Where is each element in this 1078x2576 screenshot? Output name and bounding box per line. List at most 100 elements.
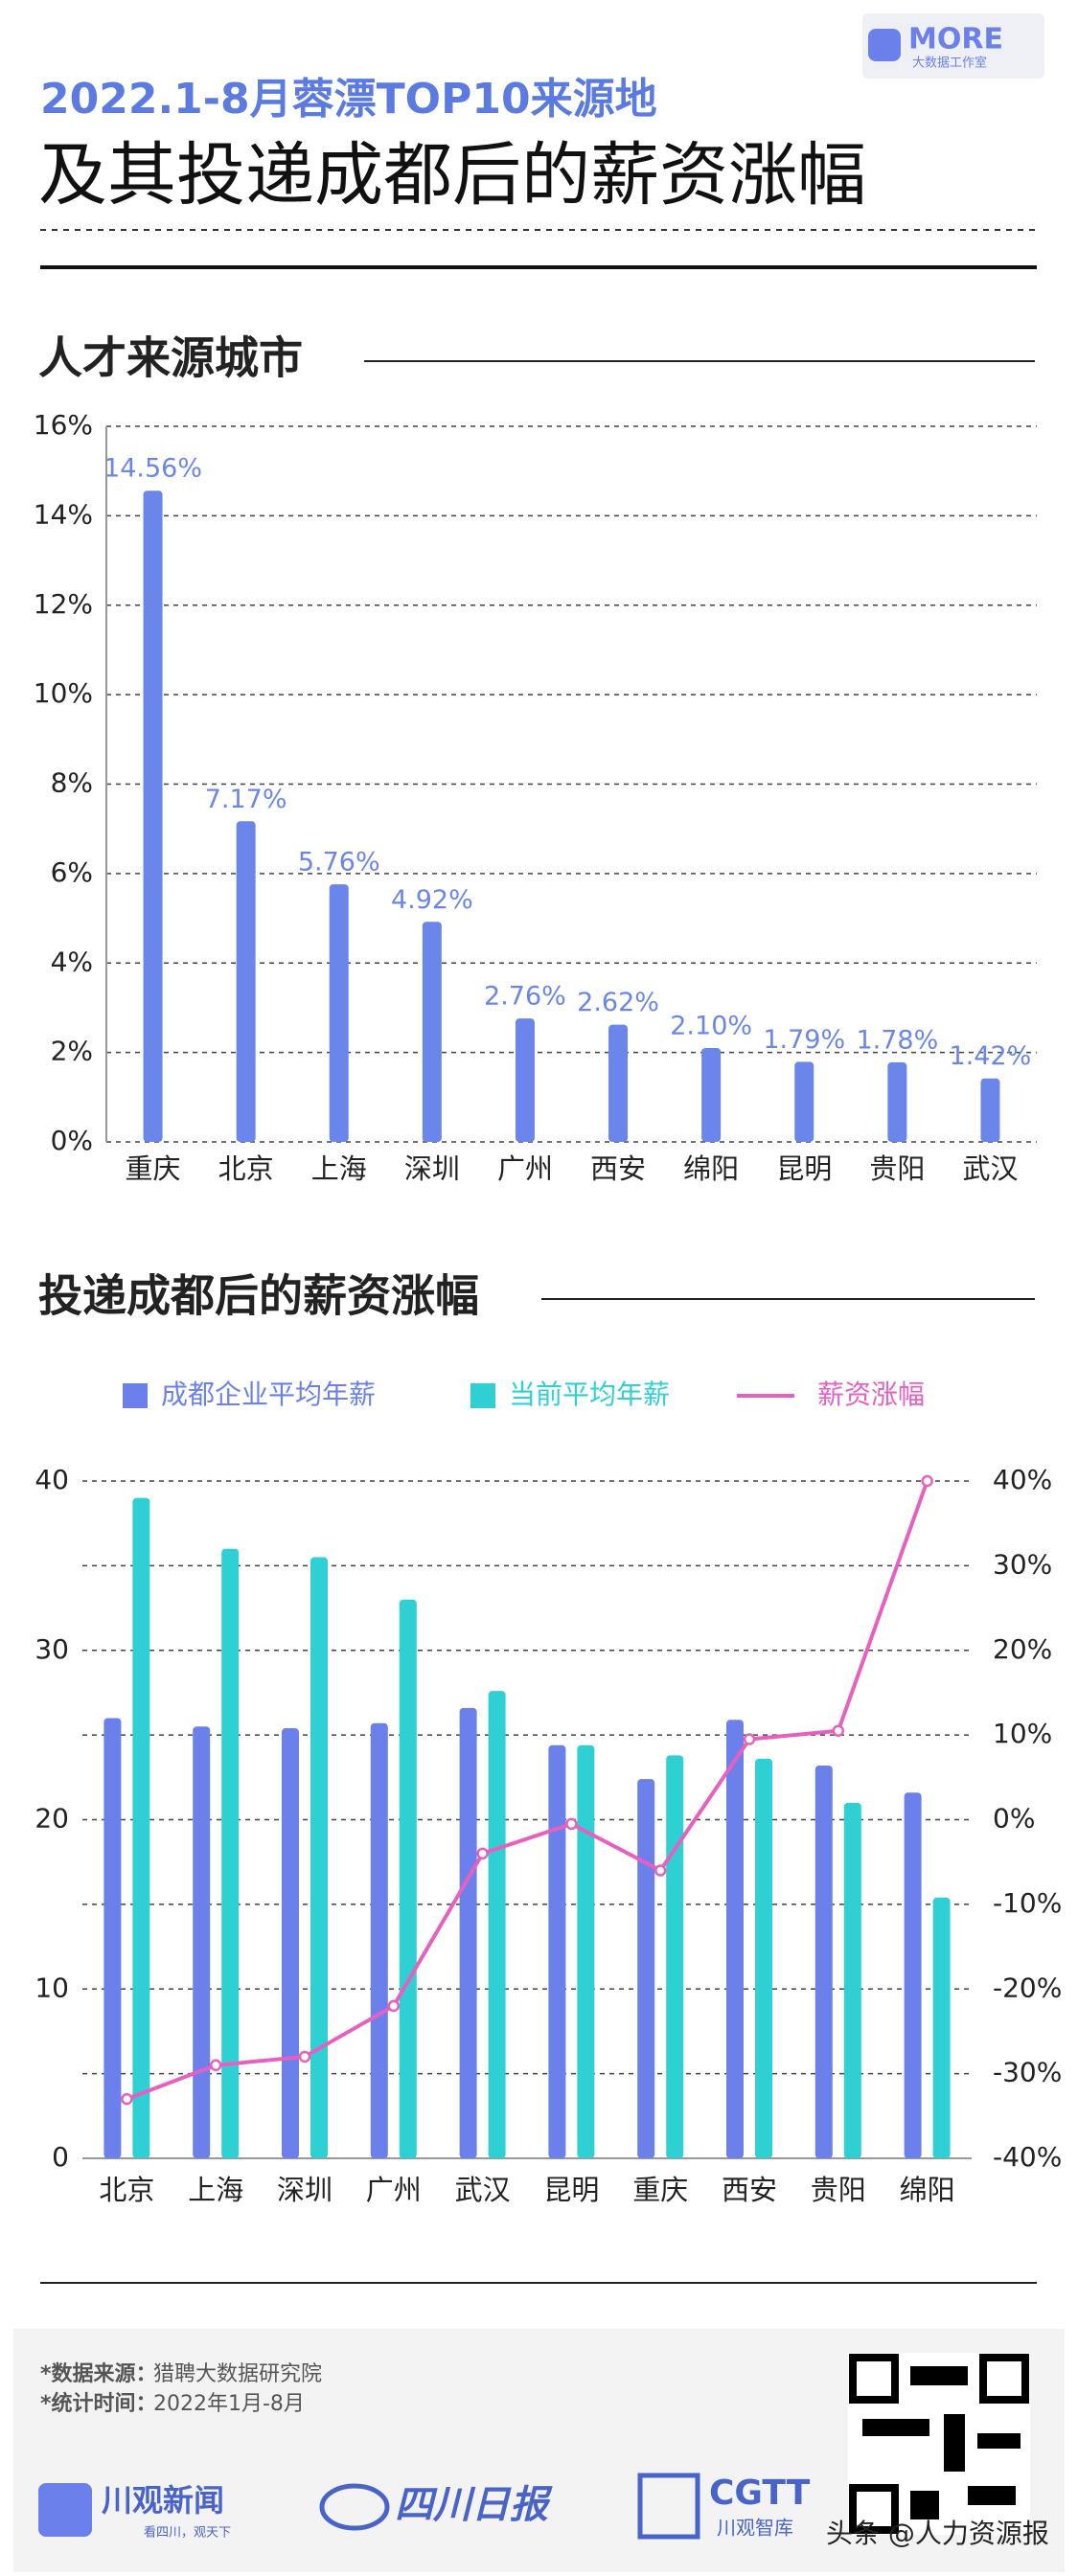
x-tick-label: 深圳	[277, 2174, 333, 2206]
bar	[422, 922, 442, 1142]
y-tick-label: 10%	[34, 677, 93, 709]
x-tick-label: 广州	[497, 1152, 553, 1185]
y2-tick-label: 40%	[993, 1464, 1052, 1495]
y2-tick-label: 0%	[993, 1803, 1035, 1835]
x-tick-label: 昆明	[776, 1152, 832, 1185]
value-label: 1.78%	[856, 1025, 938, 1055]
bar	[887, 1061, 907, 1142]
x-tick-label: 昆明	[543, 2174, 599, 2206]
watermark: 头条 @人力资源报	[826, 2518, 1049, 2549]
x-tick-label: 深圳	[404, 1152, 460, 1185]
line	[126, 1480, 929, 2102]
logo: 四川日报	[395, 2483, 553, 2527]
x-tick-label: 广州	[366, 2174, 422, 2206]
source-label: *数据来源：	[40, 2361, 157, 2386]
line-point	[298, 2050, 311, 2063]
y2-tick-label: 30%	[993, 1548, 1052, 1580]
y-tick-label: 6%	[51, 856, 93, 888]
y2-tick-label: 10%	[993, 1718, 1052, 1749]
bar	[794, 1061, 814, 1142]
bar	[193, 1726, 211, 2158]
y-tick-label: 0%	[51, 1125, 93, 1156]
logo-icon	[868, 29, 901, 61]
x-tick-label: 绵阳	[900, 2174, 955, 2206]
bar	[904, 1792, 922, 2158]
y-tick-label: 14%	[34, 498, 93, 530]
value-label: 1.42%	[950, 1041, 1032, 1071]
line-point	[921, 1474, 933, 1488]
x-tick-label: 北京	[218, 1152, 274, 1185]
bar	[755, 1758, 772, 2158]
x-tick-label: 上海	[311, 1152, 367, 1185]
x-tick-label: 上海	[188, 2174, 243, 2206]
x-tick-label: 武汉	[455, 2174, 511, 2206]
y-tick-label: 4%	[51, 946, 93, 977]
line-point	[832, 1724, 845, 1737]
value-label: 2.62%	[577, 988, 659, 1017]
x-tick-label: 西安	[722, 2174, 777, 2206]
legend-swatch	[470, 1383, 495, 1408]
bar	[282, 1728, 299, 2158]
logo-icon	[319, 2483, 390, 2531]
logo-icon	[38, 2483, 92, 2537]
title-line2: 及其投递成都后的薪资涨幅	[38, 135, 866, 216]
bar	[515, 1018, 535, 1142]
bar	[843, 1802, 861, 2158]
bar	[236, 821, 256, 1142]
bar	[814, 1765, 833, 2158]
line-point	[565, 1817, 578, 1831]
bar	[637, 1779, 655, 2158]
qr-code	[848, 2353, 1030, 2535]
line-point	[209, 2059, 222, 2072]
logo-sub: 川观智库	[717, 2517, 793, 2540]
y-tick-label: 12%	[34, 588, 93, 620]
bar	[666, 1755, 684, 2158]
line-point	[476, 1847, 489, 1860]
x-tick-label: 武汉	[962, 1152, 1018, 1185]
logo: 川观新闻	[102, 2482, 224, 2519]
line-point	[743, 1733, 756, 1745]
section-title: 人才来源城市	[38, 332, 303, 384]
bar	[399, 1599, 417, 2158]
line-point	[387, 1999, 401, 2013]
bar	[310, 1557, 328, 2158]
time: 2022年1月-8月	[153, 2392, 305, 2416]
y2-tick-label: -30%	[993, 2057, 1062, 2088]
value-label: 4.92%	[391, 885, 473, 915]
x-tick-label: 重庆	[126, 1152, 181, 1185]
bar	[103, 1718, 122, 2158]
legend-label: 成都企业平均年薪	[161, 1379, 376, 1410]
y-tick-label: 20	[34, 1803, 69, 1835]
time-label: *统计时间：	[40, 2391, 157, 2416]
title-line1: 2022.1-8月蓉漂TOP10来源地	[40, 75, 657, 124]
line-point	[654, 1864, 667, 1877]
y-tick-label: 10	[34, 1972, 69, 2003]
logo-icon	[637, 2473, 700, 2540]
value-label: 5.76%	[298, 848, 380, 878]
legend-swatch	[123, 1383, 148, 1408]
bar	[221, 1548, 240, 2158]
x-tick-label: 北京	[99, 2174, 154, 2206]
line-point	[121, 2092, 133, 2106]
value-label: 2.76%	[484, 982, 566, 1012]
y-tick-label: 40	[34, 1464, 69, 1495]
bar	[932, 1897, 951, 2158]
section-title: 投递成都后的薪资涨幅	[38, 1270, 479, 1322]
x-tick-label: 贵阳	[811, 2174, 866, 2206]
logo-text: MORE	[908, 23, 1003, 57]
logo: CGTT	[709, 2473, 811, 2513]
value-label: 7.17%	[205, 785, 287, 814]
bar	[459, 1707, 477, 2158]
bar	[701, 1047, 722, 1142]
y-tick-label: 16%	[34, 409, 93, 441]
y-tick-label: 0	[52, 2141, 69, 2173]
logo-slogan: 看四川，观天下	[144, 2525, 231, 2541]
y-tick-label: 8%	[51, 767, 93, 799]
x-tick-label: 贵阳	[869, 1152, 925, 1185]
y2-tick-label: -20%	[993, 1972, 1062, 2003]
y2-tick-label: -40%	[993, 2141, 1062, 2173]
bar	[980, 1078, 1000, 1142]
